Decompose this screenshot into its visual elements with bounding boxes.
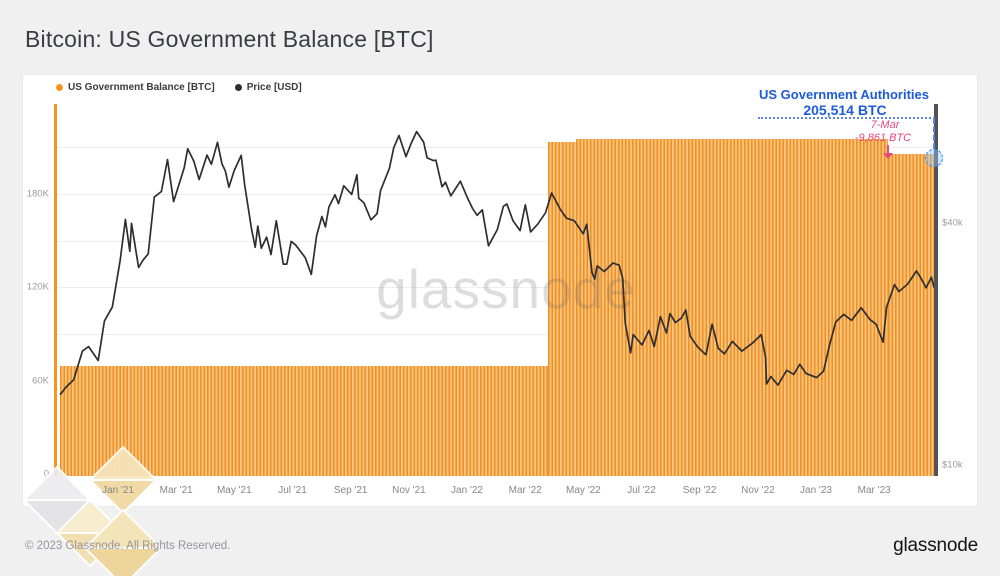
annotation-value: 205,514 BTC xyxy=(803,102,887,118)
price-line-svg xyxy=(59,130,935,396)
legend-item-balance[interactable]: US Government Balance [BTC] xyxy=(56,82,215,93)
x-axis-tick-label: Jan '21 xyxy=(102,485,134,496)
annotation-event-date: 7-Mar xyxy=(870,119,900,131)
y-right-tick-label: $10k xyxy=(942,459,963,471)
annotation-dotted-line xyxy=(758,117,935,119)
y-left-tick-label: 0 xyxy=(43,468,49,480)
footer-copyright: © 2023 Glassnode. All Rights Reserved. xyxy=(25,540,231,552)
x-axis-tick-label: Mar '23 xyxy=(857,485,891,496)
balance-series-dot-icon xyxy=(56,84,63,91)
annotation-dashed-connector xyxy=(933,118,935,149)
x-axis-labels: Jan '21 Mar '21 May '21 Jul '21 Sep '21 Nov '… xyxy=(57,485,934,499)
balance-bar-segment xyxy=(888,154,934,476)
x-axis-tick-label: Mar '21 xyxy=(159,485,193,496)
x-axis-tick-label: May '22 xyxy=(566,485,601,496)
plot-area[interactable]: glassnode 0 60K 120K 180K $10k $40k xyxy=(27,104,963,480)
y-left-tick-label: 180K xyxy=(26,188,49,200)
glassnode-wordmark: glassnode xyxy=(893,535,978,556)
x-axis-tick-label: Mar '22 xyxy=(508,485,542,496)
x-axis-tick-label: Jan '23 xyxy=(800,485,832,496)
price-line xyxy=(59,130,935,396)
annotation-arrow-icon xyxy=(887,145,889,154)
legend-item-price[interactable]: Price [USD] xyxy=(234,82,302,93)
gridline xyxy=(57,147,934,149)
gridline xyxy=(57,194,934,195)
price-series-dot-icon xyxy=(234,84,242,91)
x-axis-tick-label: Nov '21 xyxy=(392,485,426,496)
x-axis-tick-label: Nov '22 xyxy=(741,485,775,496)
x-axis-tick-label: Jan '22 xyxy=(451,485,483,496)
y-right-tick-label: $40k xyxy=(942,217,963,229)
balance-bar-segment xyxy=(576,139,889,476)
y-left-tick-label: 120K xyxy=(26,281,49,293)
y-left-tick-label: 60K xyxy=(32,375,49,387)
legend-label-price: Price [USD] xyxy=(246,82,302,93)
chart-card: US Government Balance [BTC] Price [USD] … xyxy=(22,74,978,507)
x-axis-tick-label: Sep '22 xyxy=(682,485,717,496)
balance-bar-segment xyxy=(548,142,577,476)
legend-label-balance: US Government Balance [BTC] xyxy=(68,82,215,93)
x-axis-tick-label: Jul '21 xyxy=(278,485,307,496)
gridline xyxy=(57,287,934,289)
annotation-event-change: -9,861 BTC xyxy=(854,132,912,144)
page-title: Bitcoin: US Government Balance [BTC] xyxy=(25,26,434,52)
price-axis-line xyxy=(934,104,938,476)
annotation-arrowhead-icon xyxy=(883,153,893,159)
x-axis-tick-label: Sep '21 xyxy=(333,485,368,496)
balance-axis-line xyxy=(54,104,57,476)
x-axis-tick-label: Jul '22 xyxy=(627,485,656,496)
chart-legend: US Government Balance [BTC] Price [USD] xyxy=(56,82,302,93)
annotation-title: US Government Authorities xyxy=(759,87,929,102)
last-value-marker xyxy=(925,149,943,167)
gridline xyxy=(57,240,934,242)
x-axis-tick-label: May '21 xyxy=(216,485,252,496)
gridline xyxy=(57,334,934,335)
